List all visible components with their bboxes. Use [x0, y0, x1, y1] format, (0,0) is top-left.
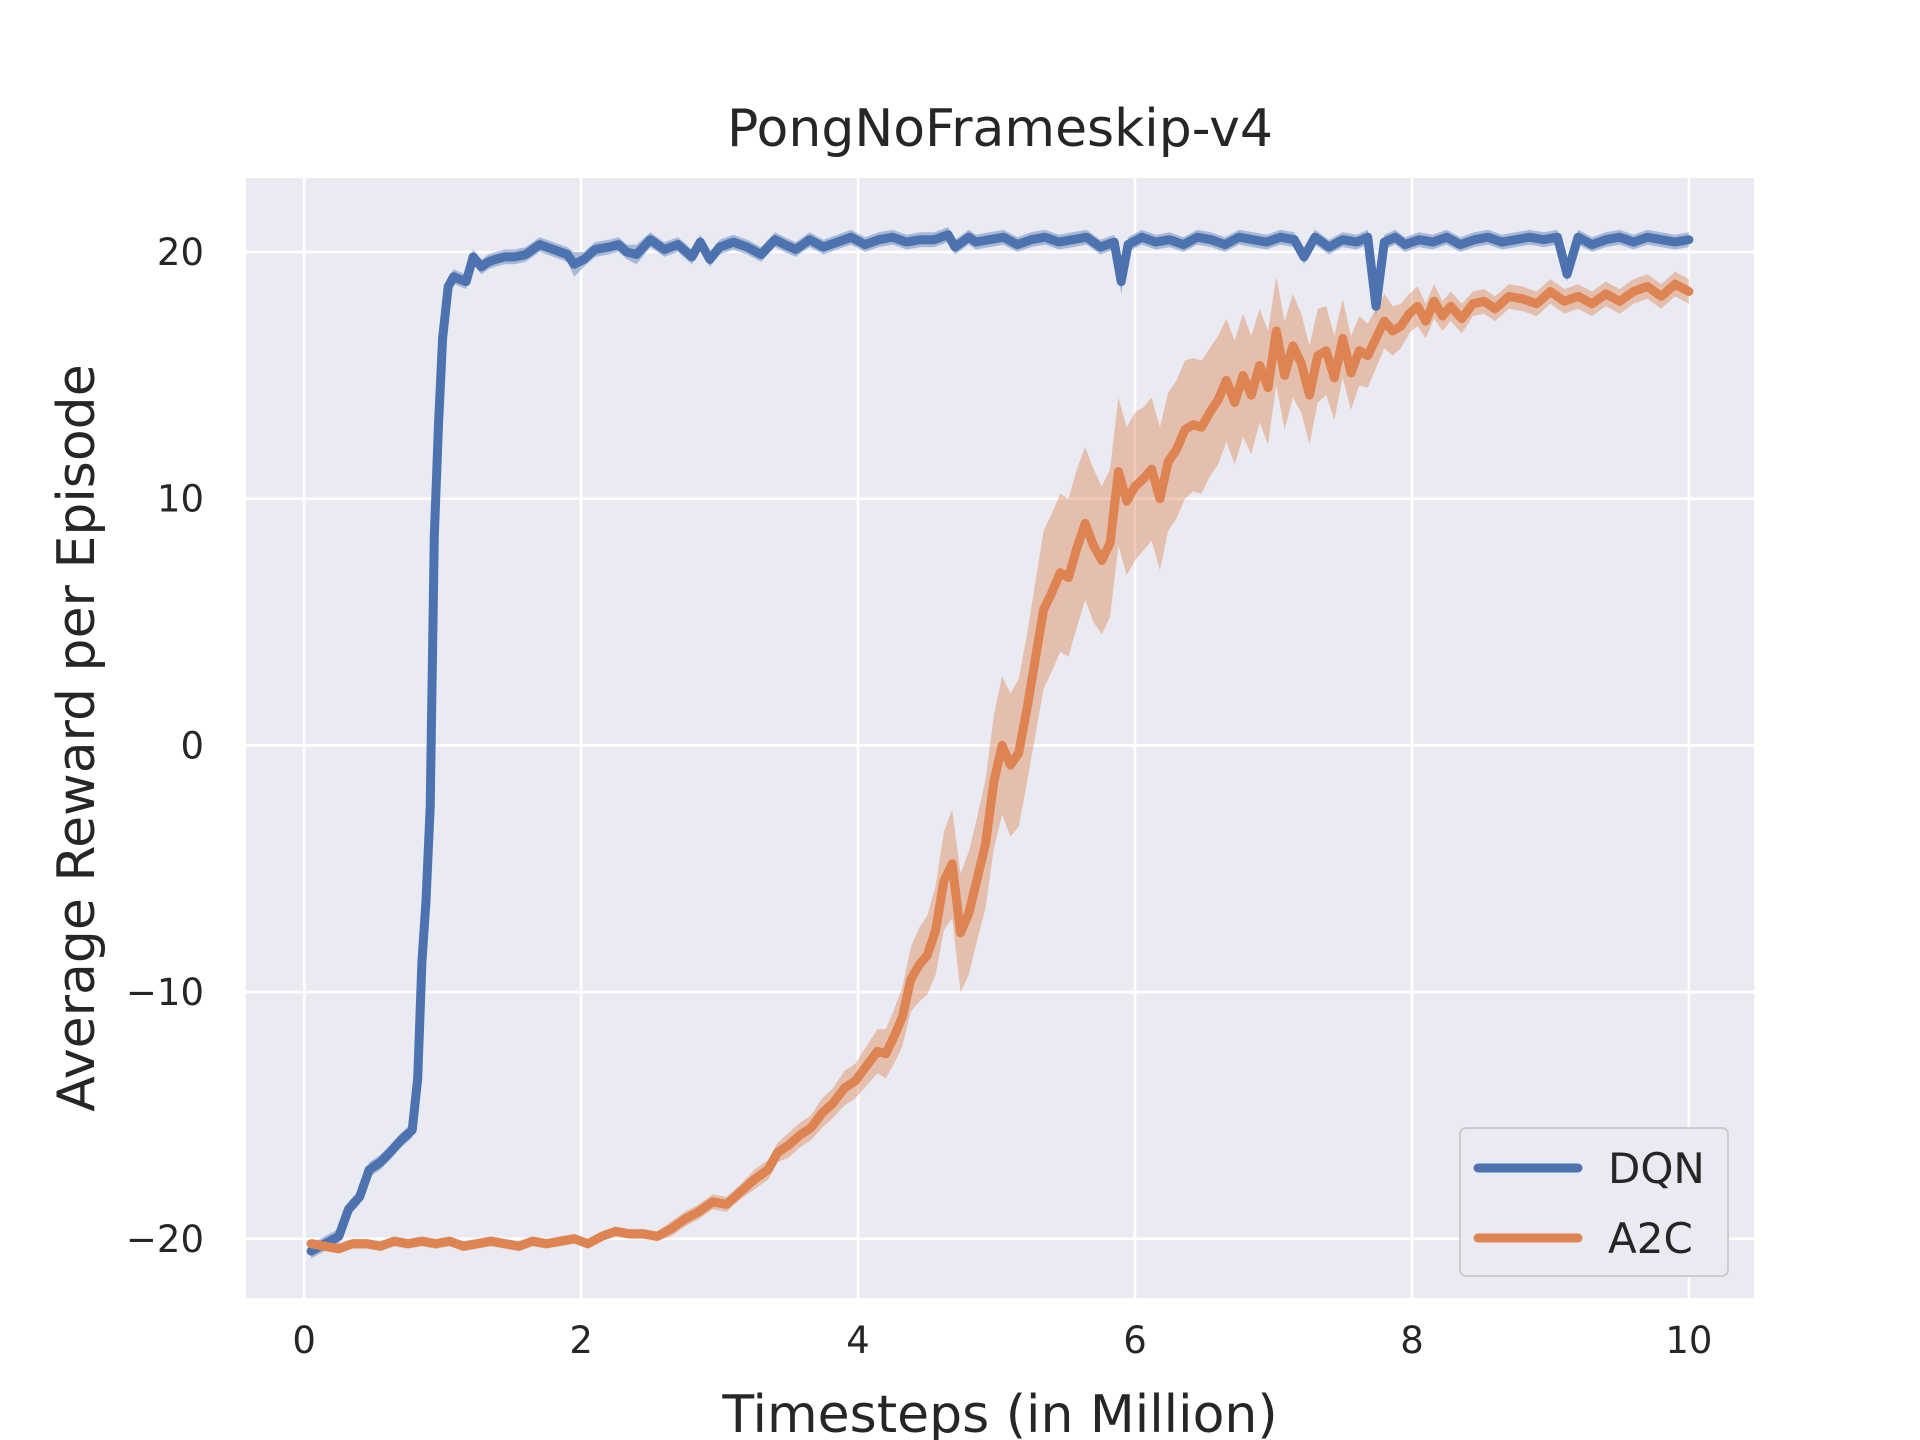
legend: DQN A2C — [1459, 1127, 1729, 1277]
plot-area — [246, 178, 1754, 1298]
series-lines — [306, 230, 1694, 1256]
legend-label-dqn: DQN — [1608, 1144, 1705, 1193]
y-tick-label: 20 — [157, 231, 204, 274]
y-tick-label: 10 — [157, 478, 204, 521]
y-tick-label: −10 — [126, 971, 204, 1014]
series-line-a2c — [306, 279, 1694, 1254]
x-tick-label: 8 — [1400, 1319, 1424, 1362]
x-tick-label: 4 — [846, 1319, 870, 1362]
x-tick-label: 10 — [1665, 1319, 1712, 1362]
series-line-dqn — [306, 230, 1694, 1256]
x-tick-label: 6 — [1123, 1319, 1147, 1362]
x-tick-label: 0 — [292, 1319, 316, 1362]
legend-label-a2c: A2C — [1608, 1214, 1693, 1263]
x-tick-label: 2 — [569, 1319, 593, 1362]
x-axis-label: Timesteps (in Million) — [721, 1385, 1277, 1440]
y-tick-label: −20 — [126, 1218, 204, 1261]
y-axis-label: Average Reward per Episode — [47, 364, 107, 1111]
chart-title: PongNoFrameskip-v4 — [727, 99, 1273, 159]
y-tick-label: 0 — [180, 724, 204, 767]
tick-labels: 0 2 4 6 8 10 −20 −10 0 10 20 — [126, 231, 1713, 1362]
grid-lines — [246, 178, 1754, 1298]
